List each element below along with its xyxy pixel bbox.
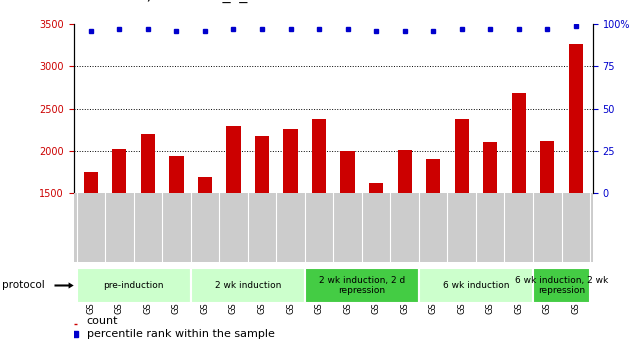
Bar (540, 141, 554, 320)
Text: 6 wk induction, 2 wk
repression: 6 wk induction, 2 wk repression (515, 276, 608, 295)
FancyBboxPatch shape (76, 268, 190, 303)
Bar (198, 177, 212, 320)
Text: 6 wk induction: 6 wk induction (443, 281, 509, 290)
Text: GDS2304 / 1419945_s_at: GDS2304 / 1419945_s_at (80, 0, 264, 3)
Bar (512, 93, 526, 320)
Bar (283, 129, 297, 320)
Bar (255, 136, 269, 320)
FancyBboxPatch shape (533, 268, 590, 303)
FancyBboxPatch shape (304, 268, 419, 303)
Bar (84, 172, 98, 320)
Bar (112, 149, 126, 320)
Bar (454, 119, 469, 320)
Text: percentile rank within the sample: percentile rank within the sample (87, 329, 274, 339)
Bar (397, 150, 412, 320)
Text: count: count (87, 316, 118, 326)
Bar (340, 151, 354, 320)
Text: 2 wk induction: 2 wk induction (215, 281, 281, 290)
Bar (426, 159, 440, 320)
Bar (369, 183, 383, 320)
Bar (169, 156, 183, 320)
Text: pre-induction: pre-induction (103, 281, 164, 290)
Text: protocol: protocol (2, 280, 45, 290)
Bar (226, 126, 240, 320)
Bar (312, 119, 326, 320)
FancyBboxPatch shape (190, 268, 304, 303)
Bar (569, 45, 583, 320)
Bar (141, 134, 155, 320)
Text: 2 wk induction, 2 d
repression: 2 wk induction, 2 d repression (319, 276, 405, 295)
FancyBboxPatch shape (419, 268, 533, 303)
Bar (483, 142, 497, 320)
